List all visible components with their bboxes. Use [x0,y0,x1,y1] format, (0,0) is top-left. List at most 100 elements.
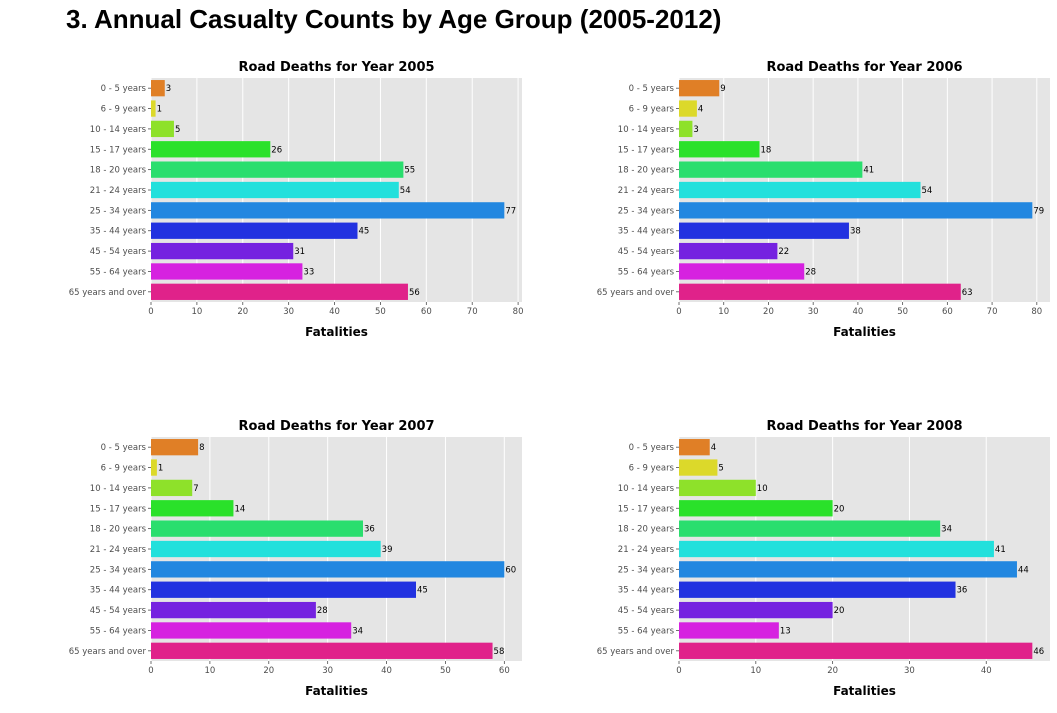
data-label: 3 [166,84,171,94]
bar-8 [679,222,849,239]
category-label: 35 - 44 years [90,227,147,237]
category-label: 18 - 20 years [618,166,675,176]
x-tick-label: 0 [148,307,153,317]
x-axis-label: Fatalities [305,684,368,698]
category-label: 65 years and over [69,647,147,657]
data-label: 55 [404,166,415,176]
category-label: 21 - 24 years [90,545,147,555]
category-label: 21 - 24 years [90,186,147,196]
bar-3 [151,120,174,138]
category-label: 18 - 20 years [90,525,147,535]
x-tick-label: 10 [204,666,215,676]
data-label: 14 [234,504,245,514]
x-tick-label: 80 [513,307,524,317]
category-label: 10 - 14 years [618,125,675,135]
data-label: 79 [1033,206,1044,216]
x-tick-label: 30 [904,666,915,676]
bar-8 [151,222,358,239]
x-tick-label: 20 [763,307,774,317]
bar-3 [679,120,693,138]
data-label: 28 [805,267,816,277]
x-tick-label: 10 [718,307,729,317]
data-label: 34 [941,525,952,535]
chart-panel-2006: Road Deaths for Year 2006 0 10 20 30 40 50 60 70… [528,58,1056,348]
data-label: 63 [962,288,973,298]
x-axis-label: Fatalities [833,325,896,339]
bar-5 [679,161,863,178]
x-tick-label: 30 [808,307,819,317]
chart-title: Road Deaths for Year 2005 [238,60,434,75]
bar-7 [151,202,505,219]
x-axis-label: Fatalities [833,684,896,698]
bar-5 [151,520,363,537]
data-label: 28 [317,606,328,616]
category-label: 10 - 14 years [618,484,675,494]
x-tick-label: 50 [375,307,386,317]
x-tick-label: 30 [283,307,294,317]
x-tick-label: 40 [981,666,992,676]
x-tick-label: 70 [467,307,478,317]
bar-11 [679,283,961,300]
bar-7 [679,202,1033,219]
data-label: 7 [193,484,198,494]
category-label: 0 - 5 years [629,443,675,453]
bar-8 [679,581,956,598]
data-label: 41 [863,166,874,176]
category-label: 0 - 5 years [101,443,147,453]
category-label: 55 - 64 years [90,267,147,277]
data-label: 33 [303,267,314,277]
bar-11 [679,642,1033,659]
data-label: 36 [364,525,375,535]
category-label: 6 - 9 years [101,464,147,474]
bar-9 [151,601,316,619]
category-label: 0 - 5 years [629,84,675,94]
category-label: 21 - 24 years [618,545,675,555]
bar-4 [151,500,234,517]
data-label: 26 [271,145,282,155]
data-label: 1 [158,464,163,474]
x-tick-label: 80 [1031,307,1042,317]
category-label: 65 years and over [597,647,675,657]
x-tick-label: 50 [897,307,908,317]
x-tick-label: 60 [421,307,432,317]
bar-2 [151,100,156,117]
bar-8 [151,581,416,598]
data-label: 54 [400,186,411,196]
bar-10 [679,263,805,280]
chart-panel-2007: Road Deaths for Year 2007 0 10 20 30 40 50 60 0 … [0,417,528,707]
category-label: 55 - 64 years [618,626,675,636]
category-label: 18 - 20 years [90,166,147,176]
x-tick-label: 0 [148,666,153,676]
category-label: 15 - 17 years [90,504,147,514]
category-label: 35 - 44 years [618,227,675,237]
data-label: 41 [995,545,1006,555]
bar-6 [151,540,381,558]
category-label: 45 - 54 years [90,247,147,257]
bar-1 [151,80,165,97]
chart-panel-2005: Road Deaths for Year 2005 0 10 20 30 40 50 60 70… [0,58,528,348]
category-label: 65 years and over [69,288,147,298]
bar-7 [151,561,505,578]
x-tick-label: 60 [942,307,953,317]
x-tick-label: 40 [329,307,340,317]
bar-5 [151,161,404,178]
category-label: 21 - 24 years [618,186,675,196]
data-label: 4 [711,443,716,453]
data-label: 18 [761,145,772,155]
bar-1 [679,80,720,97]
data-label: 31 [294,247,305,257]
bar-6 [679,540,994,558]
bar-6 [151,181,399,199]
bar-11 [151,642,493,659]
bar-7 [679,561,1017,578]
data-label: 10 [757,484,768,494]
bar-chart-2006: Road Deaths for Year 2006 0 10 20 30 40 50 60 70… [597,60,1050,339]
data-label: 34 [352,626,363,636]
data-label: 20 [834,504,845,514]
data-label: 13 [780,626,791,636]
x-tick-label: 20 [827,666,838,676]
bar-9 [151,242,294,260]
bar-10 [151,622,352,639]
data-label: 4 [698,105,703,115]
x-tick-label: 10 [750,666,761,676]
